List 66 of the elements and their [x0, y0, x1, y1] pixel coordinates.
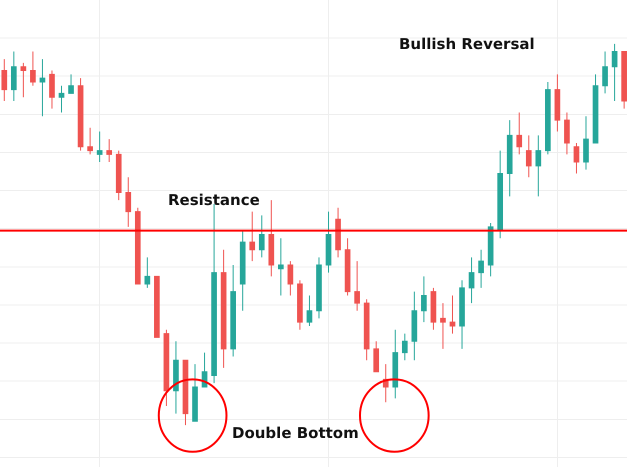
candlestick [326, 211, 332, 274]
candlestick [144, 256, 150, 288]
candlestick [106, 138, 112, 163]
candlestick [468, 256, 474, 304]
candlestick [478, 249, 484, 288]
annotation: Double Bottom [232, 424, 359, 442]
candlestick [154, 276, 160, 338]
candlestick [373, 340, 380, 372]
candlestick [402, 333, 408, 361]
candlestick [412, 291, 418, 361]
candlestick [592, 74, 598, 144]
candlestick [506, 120, 513, 197]
candlestick [173, 340, 179, 414]
candlestick [1, 58, 8, 102]
candlestick [192, 364, 198, 422]
candlestick [268, 200, 274, 277]
candlestick [450, 294, 456, 334]
candlestick [164, 329, 170, 406]
candlestick [459, 280, 465, 350]
candlestick [230, 264, 236, 357]
candlestick [20, 62, 26, 98]
candlestick [430, 287, 436, 330]
candlestick [30, 50, 36, 86]
candlestick [87, 127, 93, 155]
candlestick [344, 238, 350, 296]
candlestick [488, 222, 494, 277]
candlestick [58, 85, 64, 113]
candlestick [564, 112, 570, 155]
candlestick [316, 256, 322, 319]
candlestick [288, 260, 294, 296]
candlestick [278, 238, 284, 296]
ref-line-label: Resistance [168, 191, 260, 209]
candlestick [258, 214, 265, 258]
candlestick [602, 50, 608, 94]
candlestick [306, 294, 312, 326]
candlestick [297, 280, 303, 330]
candlestick [574, 142, 580, 174]
candlestick [125, 176, 132, 228]
candlestick [421, 276, 427, 323]
candlestick [621, 50, 627, 110]
candlestick [545, 81, 551, 155]
candlestick [68, 74, 74, 94]
candlestick [583, 116, 589, 170]
candlestick [134, 207, 141, 285]
candlestick [526, 134, 532, 178]
candlestick [554, 74, 560, 132]
candlestick [78, 78, 84, 152]
candlestick [96, 131, 102, 163]
candlestick [440, 302, 446, 350]
candlestick [40, 58, 46, 117]
candlestick [10, 50, 17, 102]
candlestick [354, 260, 360, 312]
candlestick [392, 329, 398, 399]
candlestick [249, 211, 256, 262]
candlestick [116, 150, 122, 201]
candlestick [182, 360, 188, 426]
candlestick [497, 150, 504, 239]
candlestick [364, 298, 370, 361]
candlestick [516, 112, 522, 155]
candlestick [240, 230, 246, 312]
annotation: Bullish Reversal [399, 35, 535, 53]
candlestick [612, 43, 618, 102]
candlestick [535, 134, 542, 197]
candlestick [49, 70, 55, 110]
candlestick [220, 249, 226, 368]
candlestick [335, 207, 341, 258]
